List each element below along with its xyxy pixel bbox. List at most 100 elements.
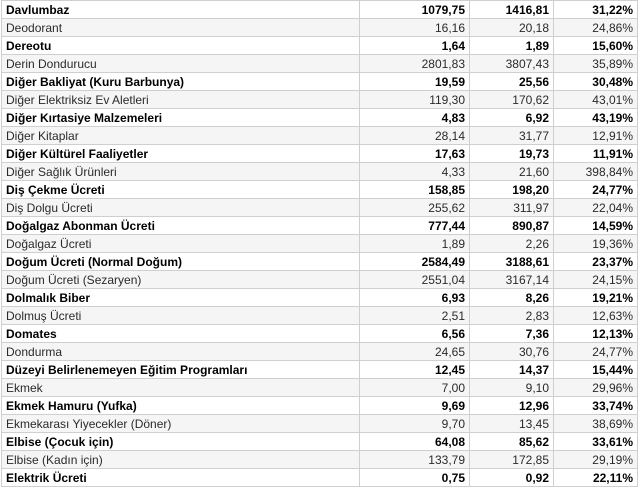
price-new-cell: 198,20 [469, 180, 554, 199]
change-percent-cell: 38,69% [553, 414, 638, 433]
change-percent-cell: 43,19% [553, 108, 638, 127]
change-percent-cell: 35,89% [553, 54, 638, 73]
price-old-cell: 255,62 [359, 198, 470, 217]
table-row: Elbise (Kadın için) 133,79 172,85 29,19% [1, 450, 638, 469]
change-percent-cell: 11,91% [553, 144, 638, 163]
change-percent-cell: 33,61% [553, 432, 638, 451]
change-percent-cell: 12,13% [553, 324, 638, 343]
item-name-cell: Elbise (Kadın için) [1, 450, 360, 469]
table-row: Doğum Ücreti (Sezaryen) 2551,04 3167,14 24,… [1, 270, 638, 289]
item-name-cell: Diğer Kitaplar [1, 126, 360, 145]
table-row: Dolmalık Biber 6,93 8,26 19,21% [1, 288, 638, 307]
price-new-cell: 1416,81 [469, 0, 554, 19]
price-new-cell: 890,87 [469, 216, 554, 235]
table-row: Diğer Elektriksiz Ev Aletleri 119,30 170,6… [1, 90, 638, 109]
item-name-cell: Dolmuş Ücreti [1, 306, 360, 325]
price-old-cell: 4,83 [359, 108, 470, 127]
item-name-cell: Diğer Bakliyat (Kuru Barbunya) [1, 72, 360, 91]
price-new-cell: 3167,14 [469, 270, 554, 289]
price-old-cell: 12,45 [359, 360, 470, 379]
item-name-cell: Doğum Ücreti (Sezaryen) [1, 270, 360, 289]
price-new-cell: 21,60 [469, 162, 554, 181]
table-row: Diğer Bakliyat (Kuru Barbunya) 19,59 25,56… [1, 72, 638, 91]
price-new-cell: 31,77 [469, 126, 554, 145]
price-old-cell: 24,65 [359, 342, 470, 361]
price-old-cell: 2801,83 [359, 54, 470, 73]
item-name-cell: Doğalgaz Abonman Ücreti [1, 216, 360, 235]
item-name-cell: Diğer Sağlık Ürünleri [1, 162, 360, 181]
price-old-cell: 28,14 [359, 126, 470, 145]
item-name-cell: Domates [1, 324, 360, 343]
price-old-cell: 1079,75 [359, 0, 470, 19]
item-name-cell: Dolmalık Biber [1, 288, 360, 307]
price-old-cell: 7,00 [359, 378, 470, 397]
item-name-cell: Dereotu [1, 36, 360, 55]
item-name-cell: Düzeyi Belirlenemeyen Eğitim Programları [1, 360, 360, 379]
item-name-cell: Diğer Kültürel Faaliyetler [1, 144, 360, 163]
table-row: Diğer Sağlık Ürünleri 4,33 21,60 398,84% [1, 162, 638, 181]
price-old-cell: 16,16 [359, 18, 470, 37]
change-percent-cell: 22,11% [553, 468, 638, 487]
item-name-cell: Derin Dondurucu [1, 54, 360, 73]
price-old-cell: 133,79 [359, 450, 470, 469]
table-row: Diğer Kitaplar 28,14 31,77 12,91% [1, 126, 638, 145]
table-row: Dereotu 1,64 1,89 15,60% [1, 36, 638, 55]
table-row: Domates 6,56 7,36 12,13% [1, 324, 638, 343]
change-percent-cell: 22,04% [553, 198, 638, 217]
table-row: Diğer Kırtasiye Malzemeleri 4,83 6,92 43,19… [1, 108, 638, 127]
price-new-cell: 311,97 [469, 198, 554, 217]
change-percent-cell: 33,74% [553, 396, 638, 415]
price-new-cell: 2,83 [469, 306, 554, 325]
price-new-cell: 8,26 [469, 288, 554, 307]
table-row: Diğer Kültürel Faaliyetler 17,63 19,73 11,9… [1, 144, 638, 163]
price-new-cell: 6,92 [469, 108, 554, 127]
price-new-cell: 20,18 [469, 18, 554, 37]
change-percent-cell: 19,36% [553, 234, 638, 253]
table-row: Doğalgaz Abonman Ücreti 777,44 890,87 14,59… [1, 216, 638, 235]
item-name-cell: Ekmekarası Yiyecekler (Döner) [1, 414, 360, 433]
item-name-cell: Diş Dolgu Ücreti [1, 198, 360, 217]
price-old-cell: 17,63 [359, 144, 470, 163]
price-old-cell: 2,51 [359, 306, 470, 325]
price-old-cell: 158,85 [359, 180, 470, 199]
item-name-cell: Diş Çekme Ücreti [1, 180, 360, 199]
price-old-cell: 1,89 [359, 234, 470, 253]
price-old-cell: 777,44 [359, 216, 470, 235]
change-percent-cell: 24,86% [553, 18, 638, 37]
price-old-cell: 9,70 [359, 414, 470, 433]
change-percent-cell: 15,44% [553, 360, 638, 379]
table-row: Diş Çekme Ücreti 158,85 198,20 24,77% [1, 180, 638, 199]
price-new-cell: 9,10 [469, 378, 554, 397]
change-percent-cell: 12,63% [553, 306, 638, 325]
price-old-cell: 4,33 [359, 162, 470, 181]
change-percent-cell: 29,19% [553, 450, 638, 469]
price-new-cell: 1,89 [469, 36, 554, 55]
price-old-cell: 0,75 [359, 468, 470, 487]
change-percent-cell: 24,77% [553, 342, 638, 361]
table-row: Davlumbaz 1079,75 1416,81 31,22% [1, 0, 638, 19]
table-row: Ekmek Hamuru (Yufka) 9,69 12,96 33,74% [1, 396, 638, 415]
change-percent-cell: 23,37% [553, 252, 638, 271]
price-old-cell: 64,08 [359, 432, 470, 451]
change-percent-cell: 398,84% [553, 162, 638, 181]
change-percent-cell: 12,91% [553, 126, 638, 145]
change-percent-cell: 14,59% [553, 216, 638, 235]
price-new-cell: 2,26 [469, 234, 554, 253]
price-new-cell: 19,73 [469, 144, 554, 163]
table-row: Elbise (Çocuk için) 64,08 85,62 33,61% [1, 432, 638, 451]
table-row: Derin Dondurucu 2801,83 3807,43 35,89% [1, 54, 638, 73]
price-old-cell: 119,30 [359, 90, 470, 109]
change-percent-cell: 43,01% [553, 90, 638, 109]
table-row: Dondurma 24,65 30,76 24,77% [1, 342, 638, 361]
change-percent-cell: 15,60% [553, 36, 638, 55]
item-name-cell: Davlumbaz [1, 0, 360, 19]
item-name-cell: Deodorant [1, 18, 360, 37]
item-name-cell: Doğum Ücreti (Normal Doğum) [1, 252, 360, 271]
price-old-cell: 2584,49 [359, 252, 470, 271]
change-percent-cell: 29,96% [553, 378, 638, 397]
price-old-cell: 9,69 [359, 396, 470, 415]
price-new-cell: 0,92 [469, 468, 554, 487]
item-name-cell: Elbise (Çocuk için) [1, 432, 360, 451]
price-old-cell: 19,59 [359, 72, 470, 91]
